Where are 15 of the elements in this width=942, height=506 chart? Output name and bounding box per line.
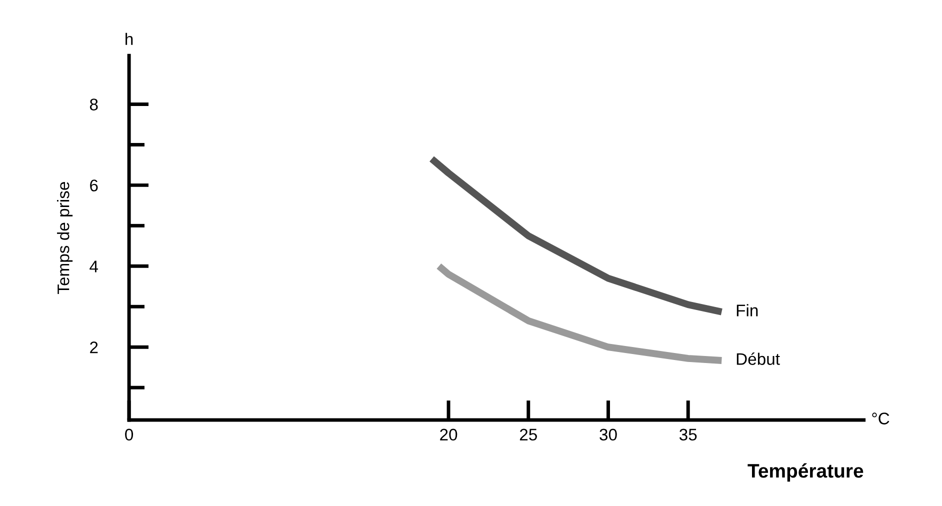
- x-tick-label: 20: [440, 428, 458, 441]
- x-tick-label: 30: [600, 428, 617, 441]
- series-label: Début: [736, 352, 780, 365]
- y-tick-label: 6: [90, 180, 98, 192]
- x-axis-title: Température: [748, 463, 864, 482]
- text: °C: [872, 412, 890, 424]
- y-tick-label: 4: [90, 260, 98, 272]
- y-tick-label: 2: [90, 342, 98, 354]
- y-axis-title: Temps de prise: [57, 182, 73, 294]
- series-label: Fin: [736, 304, 758, 316]
- x-tick-label: 0: [125, 428, 134, 441]
- text: h: [126, 32, 133, 45]
- y-tick-label: 8: [90, 98, 98, 110]
- x-tick-label: 35: [679, 428, 697, 441]
- x-tick-label: 25: [520, 428, 537, 441]
